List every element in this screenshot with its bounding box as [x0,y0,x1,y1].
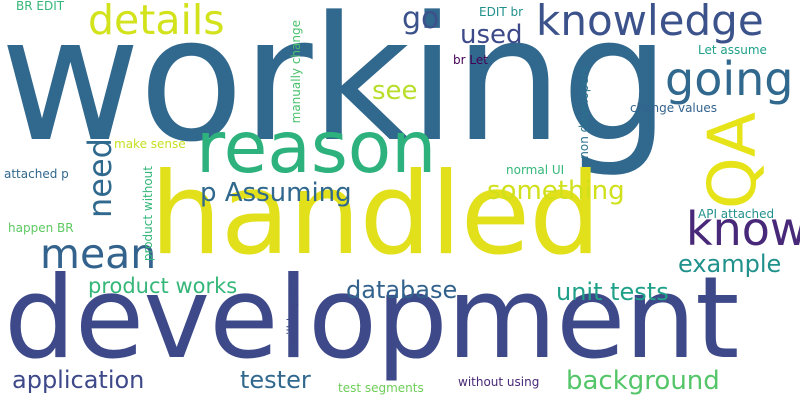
word: development [4,252,739,384]
word: something [487,176,625,206]
word: QA [694,112,771,210]
word: mean [40,230,157,278]
word: working [0,0,670,180]
word: Let assume [698,43,767,57]
word: see [372,76,418,106]
word: API attached [698,207,775,221]
word: knowledge [536,0,764,45]
word: application [12,366,145,394]
word: example [678,250,782,278]
word: BR EDIT [16,0,65,13]
word: test segments [338,381,424,395]
word: manually change [289,20,303,124]
word: change values [630,101,718,115]
word: details [88,0,225,44]
word: tester [240,366,311,394]
word: without using [458,375,540,389]
word: br Let [453,53,488,67]
word: make sense [114,137,186,151]
word: reason [196,106,437,189]
word: used [460,20,523,50]
word: handled [150,148,601,280]
word: p Assuming [200,178,352,208]
word: attached p [4,167,69,181]
word: going [665,52,794,106]
word: normal UI [506,163,565,177]
word: need [81,138,119,218]
word: product works [88,274,238,298]
word: database [346,276,458,304]
word: background [566,366,720,396]
word: non developers [577,66,591,159]
word: EDIT br [479,5,524,19]
word: product without [141,166,155,262]
word: go [402,1,440,36]
word: know [686,202,800,256]
word: will happen [285,276,299,345]
word: happen BR [8,221,74,235]
word: unit tests [556,278,669,306]
